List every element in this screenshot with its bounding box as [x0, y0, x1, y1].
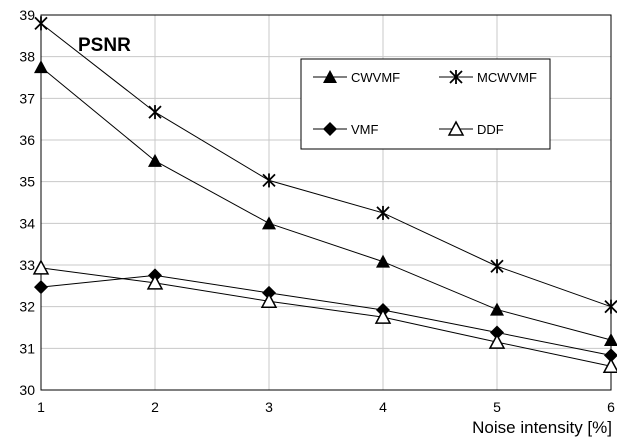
series-line	[40, 66, 612, 341]
data-point	[148, 153, 162, 167]
series-line	[40, 22, 612, 308]
legend-label: VMF	[351, 122, 379, 137]
data-point	[262, 173, 276, 188]
data-point	[602, 357, 617, 373]
chart-title: PSNR	[78, 35, 131, 56]
data-point	[490, 259, 504, 274]
series-layer	[32, 16, 617, 373]
y-tick-label: 34	[19, 215, 35, 231]
series-mcwvmf	[34, 16, 617, 314]
y-tick-label: 30	[19, 382, 35, 398]
legend-label: MCWVMF	[477, 70, 537, 85]
y-tick-label: 32	[19, 299, 35, 315]
x-tick-label: 4	[379, 399, 387, 415]
x-tick-label: 3	[265, 399, 273, 415]
legend-item-mcwvmf: MCWVMF	[439, 70, 537, 85]
data-point	[376, 205, 390, 220]
series-line	[40, 267, 612, 367]
x-tick-label: 2	[151, 399, 159, 415]
data-point	[490, 325, 504, 340]
legend-item-cwvmf: CWVMF	[313, 70, 400, 85]
plot-frame	[40, 14, 612, 391]
x-axis-label: Noise intensity [%]	[472, 418, 612, 437]
legend-item-ddf: DDF	[439, 120, 504, 137]
data-point	[449, 70, 463, 84]
x-tick-label: 5	[493, 399, 501, 415]
y-tick-label: 31	[19, 340, 35, 356]
data-point	[604, 348, 617, 363]
legend-item-vmf: VMF	[313, 122, 379, 137]
x-tick-label: 1	[37, 399, 45, 415]
legend-label: DDF	[477, 122, 504, 137]
x-tick-labels: 1 2 3 4 5 6	[37, 399, 615, 415]
legend-label: CWVMF	[351, 70, 400, 85]
y-tick-label: 37	[19, 90, 35, 106]
data-point	[376, 254, 390, 268]
legend-box	[300, 58, 551, 150]
data-point	[323, 70, 337, 83]
data-point	[490, 302, 504, 316]
data-point	[488, 333, 506, 349]
data-point	[604, 299, 617, 314]
data-point	[146, 274, 164, 290]
y-tick-label: 35	[19, 174, 35, 190]
legend: CWVMF MCWVMF VMF DDF	[300, 58, 551, 150]
series-ddf	[32, 259, 617, 373]
data-point	[374, 308, 392, 324]
data-point	[604, 333, 617, 346]
data-point	[34, 60, 48, 74]
x-tick-label: 6	[607, 399, 615, 415]
y-tick-label: 38	[19, 49, 35, 65]
y-tick-label: 33	[19, 257, 35, 273]
y-tick-label: 36	[19, 132, 35, 148]
y-tick-label: 39	[19, 7, 35, 23]
data-point	[260, 292, 278, 308]
data-point	[32, 259, 50, 275]
data-point	[34, 16, 48, 31]
series-cwvmf	[34, 60, 617, 346]
series-line	[40, 274, 612, 356]
data-point	[447, 120, 465, 136]
y-tick-labels: 30 31 32 33 34 35 36 37 38 39	[19, 7, 35, 398]
data-point	[148, 105, 162, 120]
data-point	[262, 216, 276, 230]
data-point	[323, 122, 337, 136]
data-point	[34, 280, 48, 295]
